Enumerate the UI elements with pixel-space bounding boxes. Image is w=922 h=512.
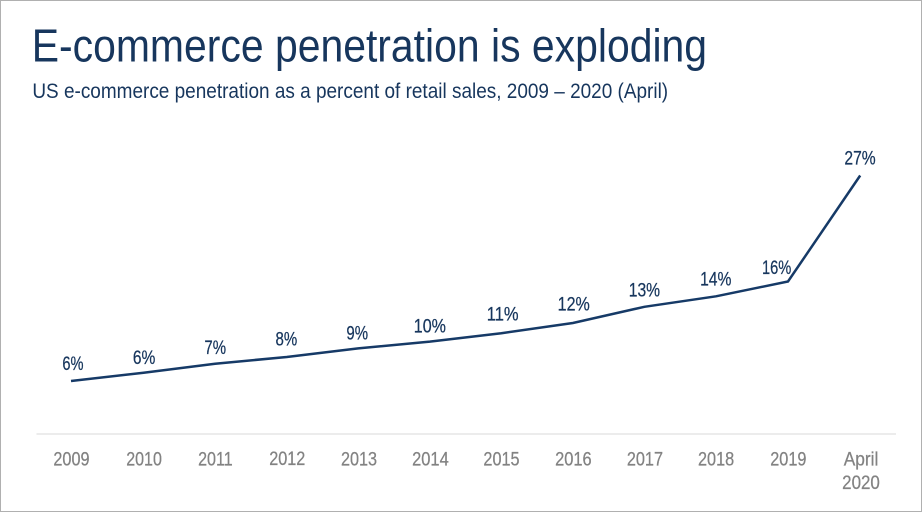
svg-text:2012: 2012	[269, 448, 305, 469]
svg-text:US e-commerce penetration as a: US e-commerce penetration as a percent o…	[32, 80, 668, 103]
svg-text:27%: 27%	[844, 147, 875, 169]
svg-text:7%: 7%	[204, 338, 226, 359]
svg-text:2013: 2013	[341, 448, 377, 470]
svg-text:6%: 6%	[133, 347, 155, 369]
svg-text:6%: 6%	[62, 353, 83, 374]
svg-text:2017: 2017	[627, 448, 663, 469]
svg-text:11%: 11%	[487, 303, 519, 324]
svg-text:2010: 2010	[126, 448, 162, 470]
svg-text:2011: 2011	[198, 448, 233, 470]
svg-text:2020: 2020	[842, 472, 880, 493]
svg-text:13%: 13%	[629, 279, 660, 301]
svg-text:8%: 8%	[276, 329, 298, 350]
svg-text:2014: 2014	[412, 448, 449, 469]
svg-text:April: April	[844, 449, 879, 470]
svg-text:2015: 2015	[483, 448, 519, 469]
svg-text:12%: 12%	[558, 293, 590, 315]
svg-text:16%: 16%	[762, 257, 791, 278]
svg-text:14%: 14%	[700, 268, 731, 290]
svg-text:E-commerce penetration is expl: E-commerce penetration is exploding	[32, 21, 707, 72]
svg-text:2019: 2019	[770, 448, 806, 469]
svg-text:2018: 2018	[698, 448, 734, 469]
svg-text:2016: 2016	[555, 448, 592, 469]
svg-text:2009: 2009	[53, 448, 89, 469]
svg-text:9%: 9%	[346, 323, 368, 344]
svg-text:10%: 10%	[414, 315, 446, 337]
